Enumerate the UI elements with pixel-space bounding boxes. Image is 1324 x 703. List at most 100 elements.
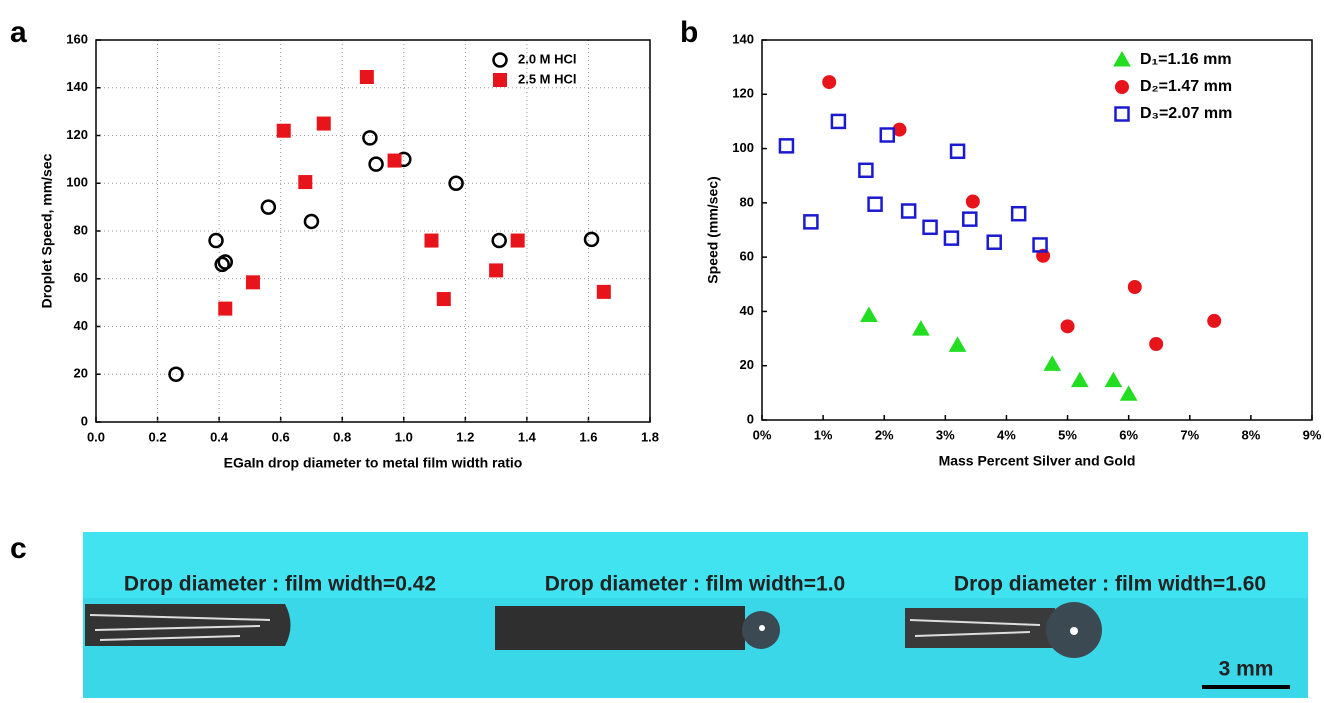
legend-marker — [1114, 106, 1130, 122]
legend-label: 2.0 M HCl — [518, 51, 577, 66]
x-tick-label: 0% — [753, 427, 772, 442]
legend-label: D₃=2.07 mm — [1140, 105, 1232, 122]
data-point — [948, 336, 967, 352]
legend-label: D₂=1.47 mm — [1140, 78, 1232, 95]
x-tick-label: 6% — [1119, 427, 1138, 442]
data-point — [368, 156, 384, 172]
x-tick-label: 1.2 — [456, 429, 474, 444]
y-tick-label: 140 — [732, 31, 754, 46]
data-point — [362, 130, 378, 146]
y-tick-label: 80 — [740, 194, 754, 209]
data-point — [1149, 337, 1164, 351]
data-point — [860, 306, 878, 322]
photo-caption: Drop diameter : film width=1.0 — [545, 573, 845, 596]
data-point — [303, 213, 320, 230]
x-tick-label: 8% — [1241, 427, 1260, 442]
photo-caption: Drop diameter : film width=1.60 — [954, 573, 1266, 596]
data-point — [1060, 319, 1075, 334]
data-point — [359, 70, 374, 85]
data-point — [448, 175, 464, 191]
x-tick-label: 1.4 — [518, 429, 537, 444]
data-point — [596, 284, 611, 299]
data-point — [1032, 237, 1048, 253]
data-point — [879, 127, 896, 143]
photo-caption: Drop diameter : film width=0.42 — [124, 573, 436, 596]
x-tick-label: 2% — [875, 427, 894, 442]
x-tick-label: 0.2 — [149, 429, 167, 444]
y-tick-label: 100 — [66, 175, 88, 190]
data-point — [276, 123, 291, 138]
y-tick-label: 120 — [732, 86, 754, 101]
legend-marker — [1113, 50, 1131, 67]
data-point — [168, 366, 184, 382]
data-point — [491, 232, 507, 249]
data-point — [965, 194, 980, 209]
data-point — [436, 292, 451, 307]
data-point — [387, 153, 402, 168]
y-axis-label: Speed (mm/sec) — [705, 176, 721, 283]
data-point — [260, 199, 277, 215]
x-tick-label: 4% — [997, 427, 1016, 442]
y-tick-label: 20 — [74, 366, 88, 381]
y-tick-label: 100 — [732, 140, 754, 155]
x-axis-label: EGaIn drop diameter to metal film width … — [224, 455, 523, 471]
x-tick-label: 7% — [1180, 427, 1199, 442]
data-point — [489, 263, 504, 278]
x-tick-label: 0.4 — [210, 429, 229, 444]
x-tick-label: 1.8 — [641, 429, 659, 444]
y-tick-label: 60 — [74, 270, 88, 285]
data-point — [510, 233, 525, 248]
legend-marker — [492, 52, 508, 68]
data-point — [962, 211, 978, 227]
data-point — [912, 320, 930, 336]
scale-bar-label: 3 mm — [1219, 658, 1274, 681]
data-point — [900, 203, 917, 219]
data-point — [214, 256, 230, 273]
data-point — [424, 233, 439, 248]
x-tick-label: 1.6 — [579, 429, 597, 444]
data-point — [1043, 355, 1062, 371]
data-point — [822, 75, 837, 90]
data-point — [943, 230, 960, 246]
y-tick-label: 0 — [81, 413, 88, 428]
data-point — [217, 254, 234, 270]
y-tick-label: 160 — [66, 31, 88, 46]
y-tick-label: 20 — [740, 357, 754, 372]
plot-frame — [95, 39, 651, 423]
x-tick-label: 9% — [1303, 427, 1322, 442]
x-tick-label: 0.6 — [272, 429, 290, 444]
photo-panel — [83, 532, 1308, 698]
data-point — [583, 231, 600, 248]
data-point — [316, 116, 331, 131]
data-point — [1070, 371, 1089, 388]
x-axis-label: Mass Percent Silver and Gold — [939, 453, 1136, 469]
panel-label: a — [10, 16, 27, 49]
legend-marker — [493, 73, 507, 87]
data-point — [245, 275, 260, 290]
y-tick-label: 0 — [747, 411, 754, 426]
data-point — [298, 175, 313, 190]
y-tick-label: 40 — [74, 318, 88, 333]
panel-label: c — [10, 532, 27, 565]
data-point — [803, 214, 819, 230]
x-tick-label: 3% — [936, 427, 955, 442]
data-point — [949, 143, 966, 160]
x-tick-label: 5% — [1058, 427, 1077, 442]
data-point — [1010, 205, 1027, 222]
panel-label: b — [680, 16, 698, 49]
data-point — [1119, 385, 1138, 401]
data-point — [830, 113, 847, 130]
data-point — [922, 219, 938, 236]
data-point — [986, 234, 1002, 250]
y-axis-label: Droplet Speed, mm/sec — [39, 153, 55, 308]
data-point — [867, 196, 883, 212]
data-point — [1127, 280, 1142, 294]
x-tick-label: 0.0 — [87, 429, 105, 444]
legend-label: 2.5 M HCl — [518, 71, 577, 86]
y-tick-label: 120 — [66, 127, 88, 142]
x-tick-label: 1.0 — [395, 429, 413, 444]
legend-label: D₁=1.16 mm — [1140, 51, 1232, 68]
y-tick-label: 80 — [74, 222, 88, 237]
x-tick-label: 1% — [814, 427, 833, 442]
